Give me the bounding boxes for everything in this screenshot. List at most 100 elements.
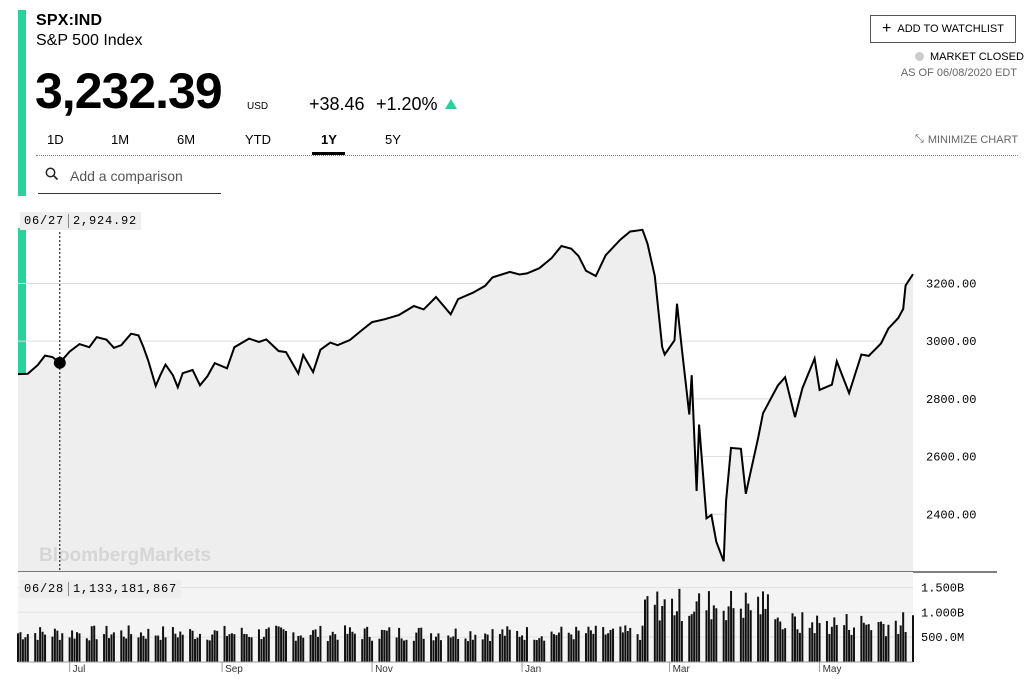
tab-1d[interactable]: 1D xyxy=(47,132,64,147)
volume-bar xyxy=(833,617,836,662)
price-line xyxy=(17,228,914,562)
volume-bar xyxy=(248,636,251,662)
volume-bar xyxy=(265,628,268,662)
as-of-timestamp: AS OF 06/08/2020 EDT xyxy=(900,67,1017,79)
volume-bar xyxy=(715,608,718,662)
volume-bar xyxy=(189,629,192,662)
volume-bar xyxy=(432,640,435,662)
volume-bar xyxy=(314,629,317,662)
volume-bar xyxy=(730,590,733,662)
volume-bar xyxy=(722,610,725,662)
volume-bar xyxy=(245,634,248,662)
volume-bar xyxy=(555,635,558,662)
volume-bar xyxy=(798,632,801,662)
plus-icon: + xyxy=(882,20,892,37)
volume-bar xyxy=(34,633,37,662)
volume-bar xyxy=(198,633,201,662)
volume-bar xyxy=(405,639,408,662)
volume-tick-label: 500.0M xyxy=(921,631,964,645)
volume-bar xyxy=(673,615,676,662)
volume-tooltip: 06/28 1,133,181,867 xyxy=(20,580,182,598)
price-tooltip: 06/27 2,924.92 xyxy=(20,212,142,230)
price-tooltip-value: 2,924.92 xyxy=(73,214,138,228)
volume-bar xyxy=(76,632,79,662)
volume-bar xyxy=(774,619,777,662)
volume-bar xyxy=(518,636,521,662)
volume-bar xyxy=(471,639,474,662)
volume-bar xyxy=(727,606,730,662)
y-tick-label: 3000.00 xyxy=(926,335,976,349)
tab-6m[interactable]: 6M xyxy=(177,132,196,147)
volume-bar xyxy=(550,631,553,662)
volume-bar xyxy=(636,634,639,662)
price-change: +38.46 xyxy=(309,94,365,114)
volume-bar xyxy=(144,638,147,662)
comparison-search-input[interactable] xyxy=(68,165,222,187)
volume-bar xyxy=(61,633,64,662)
tab-1y[interactable]: 1Y xyxy=(321,132,337,147)
volume-bar xyxy=(604,634,607,662)
volume-bar xyxy=(216,630,219,662)
volume-bar xyxy=(452,636,455,662)
volume-bar xyxy=(609,629,612,662)
volume-bar xyxy=(230,633,233,662)
volume-bar xyxy=(880,621,883,662)
selected-tab-indicator xyxy=(312,152,345,155)
volume-bar xyxy=(171,627,174,662)
add-to-watchlist-button[interactable]: + ADD TO WATCHLIST xyxy=(870,15,1016,43)
volume-bar xyxy=(612,628,615,662)
volume-bar xyxy=(348,627,351,662)
volume-bar xyxy=(624,625,627,662)
minimize-chart-button[interactable]: ⤡ MINIMIZE CHART xyxy=(915,133,1018,146)
tab-1m[interactable]: 1M xyxy=(111,132,130,147)
volume-bar xyxy=(85,638,88,662)
tab-5y[interactable]: 5Y xyxy=(385,132,401,147)
volume-bar xyxy=(297,635,300,662)
volume-bar xyxy=(21,639,24,662)
minimize-icon: ⤡ xyxy=(915,133,924,145)
volume-bar xyxy=(331,631,334,662)
x-tick-label: May xyxy=(823,664,842,675)
chart-accent-bar xyxy=(18,228,26,373)
volume-bar xyxy=(661,605,664,662)
volume-bar xyxy=(749,610,752,662)
volume-bar xyxy=(179,631,182,662)
volume-bar xyxy=(602,627,605,662)
volume-bar xyxy=(828,633,831,662)
volume-bar xyxy=(395,637,398,662)
volume-bar xyxy=(732,608,735,662)
search-icon xyxy=(45,167,59,181)
volume-bar xyxy=(130,634,133,662)
volume-bar xyxy=(240,627,243,662)
volume-tooltip-value: 1,133,181,867 xyxy=(73,582,178,596)
volume-bar xyxy=(383,630,386,662)
volume-bar xyxy=(629,627,632,662)
volume-bar xyxy=(808,627,811,662)
volume-tick-label: 1.000B xyxy=(921,606,964,620)
volume-bar xyxy=(316,636,319,662)
volume-bar xyxy=(646,596,649,662)
volume-bar xyxy=(621,632,624,662)
x-tick-label: Jul xyxy=(73,664,86,675)
volume-bar xyxy=(567,632,570,662)
volume-bar xyxy=(243,633,246,662)
volume-bar xyxy=(336,639,339,662)
volume-bar xyxy=(110,634,113,662)
volume-bar xyxy=(292,632,295,662)
tab-ytd[interactable]: YTD xyxy=(245,132,271,147)
volume-bar xyxy=(39,627,42,662)
volume-bar xyxy=(757,596,760,662)
volume-bar xyxy=(816,615,819,662)
volume-bar xyxy=(707,591,710,662)
volume-bar xyxy=(112,632,115,662)
volume-bar xyxy=(639,639,642,662)
volume-bar xyxy=(211,634,214,662)
volume-bar xyxy=(44,634,47,662)
volume-bar xyxy=(796,629,799,662)
volume-bar xyxy=(811,622,814,662)
volume-bar xyxy=(781,629,784,662)
volume-bar xyxy=(194,638,197,662)
volume-bar xyxy=(607,633,610,662)
volume-bar xyxy=(17,633,19,662)
